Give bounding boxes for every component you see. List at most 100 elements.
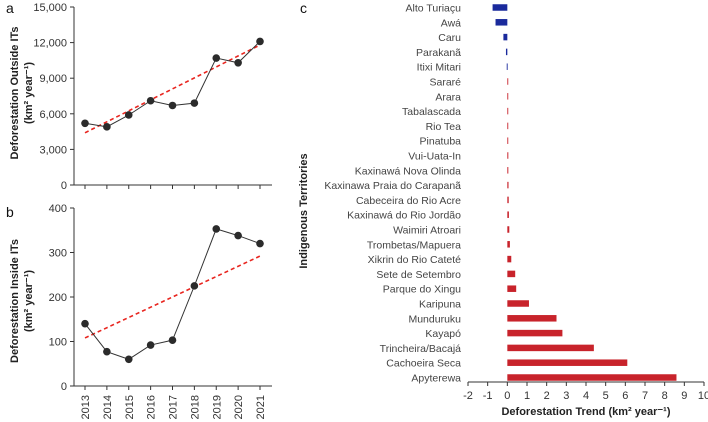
panel-b: b Deforestation Inside ITs (km² year⁻¹) … [6, 203, 272, 419]
panel-c-bar [507, 315, 557, 322]
panel-a-data-point [234, 58, 242, 67]
panel-c-bar [507, 137, 509, 144]
panel-c-bar [506, 63, 508, 70]
panel-c-bar [507, 152, 509, 159]
panel-c-xtick-label: 1 [524, 390, 530, 402]
panel-c-category-label: Xikrin do Rio Cateté [368, 254, 462, 266]
panel-b-xtick-label: 2019 [211, 395, 223, 419]
panel-c-xtick-label: 9 [681, 390, 687, 402]
panel-b-xtick-label: 2020 [233, 395, 245, 419]
panel-a-data-point [146, 96, 155, 105]
panel-c-xtick-label: 0 [504, 390, 510, 402]
panel-c-bar [507, 359, 628, 366]
panel-a-data-point [81, 119, 89, 128]
panel-c-xtick-label: 10 [698, 390, 708, 402]
panel-a-trend-line [84, 44, 261, 134]
panel-b-data-point [124, 355, 133, 364]
panel-c-category-label: Trombetas/Mapuera [367, 239, 461, 251]
panel-a-ylabel-line2: (km² year⁻¹) [23, 62, 35, 124]
panel-c-xtick-label: 4 [583, 390, 589, 402]
panel-c-bar [507, 270, 516, 278]
panel-c-category-label: Kaxinawá do Rio Jordão [347, 210, 461, 222]
panel-c-category-label: Waimiri Atroari [393, 225, 461, 237]
panel-a-series-line [84, 41, 261, 128]
panel-c-xtick-label: -2 [463, 390, 473, 402]
panel-c-bar [507, 93, 509, 100]
panel-c-bar [507, 241, 510, 248]
panel-b-ytick-label: 400 [49, 203, 67, 215]
panel-c-category-label: Apyterewa [411, 373, 461, 385]
panel-a-data-point [168, 101, 177, 110]
panel-c-xtick-label: 5 [603, 390, 609, 402]
panel-c-category-label: Alto Turiaçu [406, 3, 462, 15]
panel-a-ytick-label: 0 [61, 180, 67, 192]
panel-b-data-point [146, 341, 155, 349]
panel-c-category-label: Sararé [429, 77, 461, 89]
panel-c-bar [507, 107, 509, 115]
panel-a: a Deforestation Outside ITs (km² year⁻¹)… [6, 0, 272, 192]
panel-c-category-label: Cabeceira do Rio Acre [356, 195, 461, 207]
panel-c-xtick-label: 2 [544, 390, 550, 402]
panel-c-category-label: Parque do Xingu [383, 284, 461, 296]
panel-c-bar [507, 329, 563, 337]
panel-c-category-label: Tabalascada [402, 106, 461, 118]
panel-b-xtick-label: 2014 [102, 395, 114, 419]
panel-c-category-label: Pinatuba [420, 136, 462, 148]
panel-b-trend-line [84, 255, 261, 339]
panel-c-ylabel: Indigenous Territories [298, 153, 310, 268]
panel-c-category-label: Karipuna [419, 299, 461, 311]
panel-b-xtick-label: 2021 [255, 395, 267, 419]
panel-b-data-point [256, 239, 264, 248]
panel-b-data-point [81, 319, 89, 328]
panel-c-bar [492, 4, 508, 11]
panel-b-letter: b [6, 204, 14, 220]
panel-c-bar [507, 167, 509, 174]
panel-c-category-label: Kayapó [425, 328, 461, 340]
panel-c-xtick-label: -1 [483, 390, 493, 402]
panel-c-bar [507, 196, 509, 204]
panel-c-bar [507, 226, 510, 233]
panel-b-xtick-label: 2017 [168, 395, 180, 419]
panel-c-bar [495, 19, 508, 26]
panel-c-category-label: Trincheira/Bacajá [380, 343, 461, 355]
panel-b-ylabel-line2: (km² year⁻¹) [23, 270, 35, 332]
panel-c-xlabel: Deforestation Trend (km² year⁻¹) [501, 406, 670, 418]
panel-c-category-label: Rio Tea [426, 121, 462, 133]
panel-c-category-label: Awá [441, 17, 461, 29]
panel-c-xtick-label: 6 [622, 390, 628, 402]
panel-c-xtick-label: 3 [563, 390, 569, 402]
panel-c-bar [507, 211, 509, 218]
panel-b-xtick-label: 2016 [146, 395, 158, 419]
panel-b-ytick-label: 200 [49, 292, 67, 304]
panel-a-ytick-label: 12,000 [33, 38, 67, 50]
panel-c-bar [507, 122, 509, 130]
panel-c-category-label: Itixi Mitari [417, 62, 461, 74]
panel-a-ytick-label: 3,000 [39, 144, 67, 156]
panel-a-ytick-label: 9,000 [39, 73, 67, 85]
panel-c-category-label: Vui-Uata-In [408, 151, 461, 163]
panel-c-bar [507, 300, 529, 307]
panel-b-ytick-label: 300 [49, 248, 67, 260]
panel-c-bar [505, 48, 508, 56]
panel-a-data-point [212, 54, 221, 62]
panel-c-category-label: Parakanã [416, 47, 461, 59]
panel-b-data-point [212, 225, 221, 233]
panel-c-category-label: Cachoeira Seca [386, 358, 461, 370]
panel-b-xtick-label: 2018 [189, 395, 201, 419]
panel-c-xtick-label: 7 [642, 390, 648, 402]
panel-a-data-point [190, 99, 199, 107]
panel-c-bar [507, 374, 677, 381]
panel-c-letter: c [300, 0, 307, 16]
panel-a-ylabel-line1: Deforestation Outside ITs [9, 26, 21, 159]
panel-c-category-label: Kaxinawa Praia do Carapanã [324, 180, 461, 192]
panel-a-data-point [124, 111, 133, 119]
panel-c-bar [507, 255, 512, 263]
panel-b-xtick-label: 2015 [124, 395, 136, 419]
panel-c-bar [507, 78, 509, 85]
panel-b-xtick-label: 2013 [80, 395, 92, 419]
panel-a-letter: a [6, 0, 14, 16]
panel-c-bar [503, 33, 508, 41]
panel-c-category-label: Kaxinawá Nova Olinda [355, 165, 461, 177]
panel-b-data-point [234, 231, 242, 240]
